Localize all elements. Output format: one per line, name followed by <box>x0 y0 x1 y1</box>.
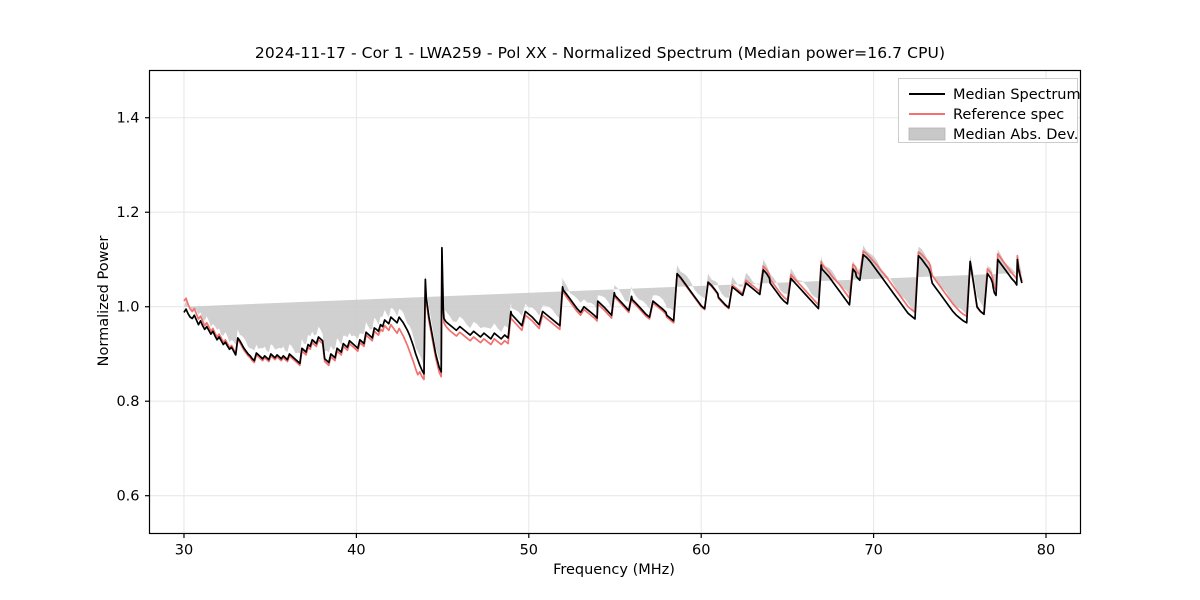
axes-frame <box>148 69 1082 535</box>
x-tick-label: 80 <box>1037 543 1055 559</box>
legend-item-label: Median Abs. Dev. <box>953 127 1078 143</box>
legend[interactable]: Median Spectrum Reference spec Median Abs.… <box>898 78 1081 144</box>
axis-ticks: 30 40 50 60 70 80 0.6 0.8 1.0 1.2 1.4 <box>116 111 1055 559</box>
x-tick-label: 70 <box>864 543 882 559</box>
page-title: 2024-11-17 - Cor 1 - LWA259 - Pol XX - N… <box>254 44 946 62</box>
series-lines <box>183 246 1023 381</box>
y-tick-label: 1.0 <box>116 300 139 316</box>
y-tick-label: 1.2 <box>116 205 139 221</box>
x-tick-label: 40 <box>347 543 365 559</box>
x-tick-label: 50 <box>520 543 538 559</box>
median-abs-dev-band <box>183 237 1022 367</box>
y-tick-label: 0.6 <box>116 489 139 505</box>
legend-item-label: Median Spectrum <box>953 87 1081 103</box>
y-axis-label: Normalized Power <box>96 236 112 367</box>
y-tick-label: 1.4 <box>116 111 139 127</box>
x-tick-label: 60 <box>692 543 710 559</box>
legend-item-label: Reference spec <box>953 107 1064 123</box>
x-axis-label: Frequency (MHz) <box>553 562 675 578</box>
x-tick-label: 30 <box>175 543 193 559</box>
grid-lines <box>149 70 1081 534</box>
y-tick-label: 0.8 <box>116 394 139 410</box>
